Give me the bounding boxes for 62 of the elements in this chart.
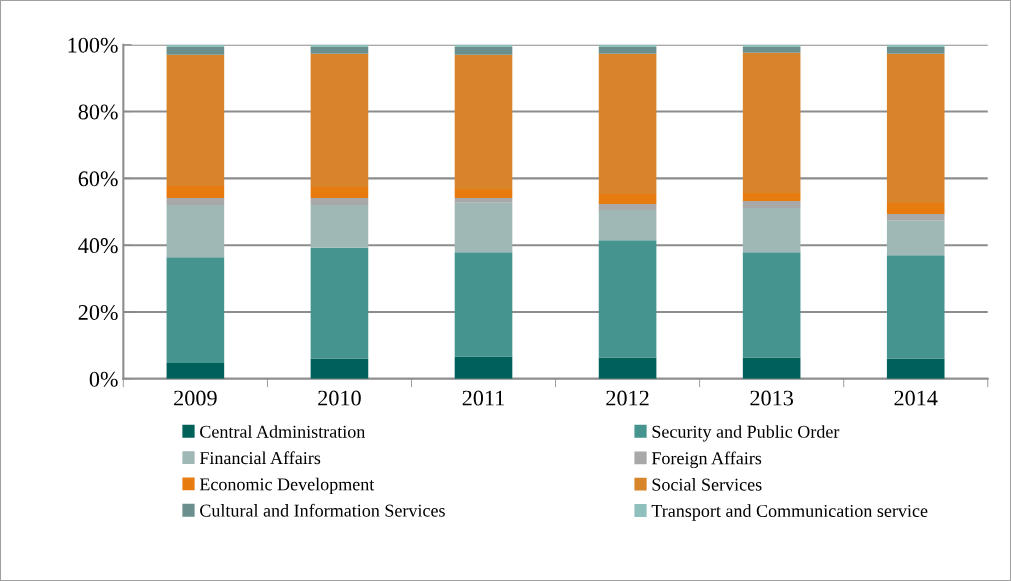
bar (310, 358, 369, 379)
legend-label: Economic Development (199, 477, 375, 495)
bar (454, 202, 513, 253)
bar (886, 255, 945, 359)
bar (598, 210, 657, 241)
x-tick-label: 2012 (606, 390, 649, 406)
bar (886, 203, 945, 215)
bar (886, 358, 945, 379)
bar (454, 356, 513, 379)
bar (310, 187, 369, 199)
legend-label: Transport and Communication service (651, 504, 928, 521)
bar (454, 198, 513, 203)
legend-label: Social Services (652, 478, 762, 491)
bar (310, 198, 369, 206)
bar (742, 47, 801, 53)
x-tick-label: 2010 (318, 390, 361, 406)
bar (166, 186, 225, 199)
bar (454, 189, 513, 199)
bar (598, 53, 657, 195)
x-tick-label: 2013 (750, 390, 793, 406)
y-tick-label: 20% (78, 304, 118, 320)
bar (742, 193, 801, 202)
bar (886, 47, 945, 54)
bar (310, 205, 369, 248)
x-tick-label: 2014 (894, 390, 938, 406)
y-tick-label: 0% (89, 371, 118, 387)
bar (886, 214, 945, 221)
bar (310, 47, 369, 54)
bar (166, 257, 225, 364)
bar (598, 194, 657, 205)
y-tick-label: 40% (78, 238, 118, 254)
bar (166, 363, 225, 379)
bar (598, 240, 657, 358)
bar (742, 201, 801, 209)
bar (310, 247, 369, 359)
bar (166, 205, 225, 258)
y-tick-label: 100% (68, 37, 118, 53)
bar (166, 198, 225, 206)
x-tick-label: 2011 (462, 390, 504, 406)
bar (598, 357, 657, 379)
bar (742, 357, 801, 379)
bar (886, 220, 945, 256)
bar (886, 53, 945, 204)
x-tick-label: 2009 (174, 390, 217, 406)
bar (742, 208, 801, 253)
bar (310, 53, 369, 188)
bar (454, 54, 513, 190)
legend-label: Security and Public Order (652, 425, 840, 442)
bar (166, 54, 225, 187)
bar (166, 47, 225, 55)
bar (454, 252, 513, 357)
bar (742, 52, 801, 194)
legend-label: Central Administration (200, 425, 366, 438)
bar (598, 204, 657, 211)
bar (598, 47, 657, 54)
bar (454, 47, 513, 55)
y-tick-label: 60% (78, 171, 118, 187)
bar (742, 252, 801, 358)
legend-label: Foreign Affairs (651, 451, 762, 469)
legend-label: Cultural and Information Services (200, 503, 445, 517)
y-tick-label: 80% (78, 104, 118, 120)
legend-label: Financial Affairs (199, 451, 321, 465)
